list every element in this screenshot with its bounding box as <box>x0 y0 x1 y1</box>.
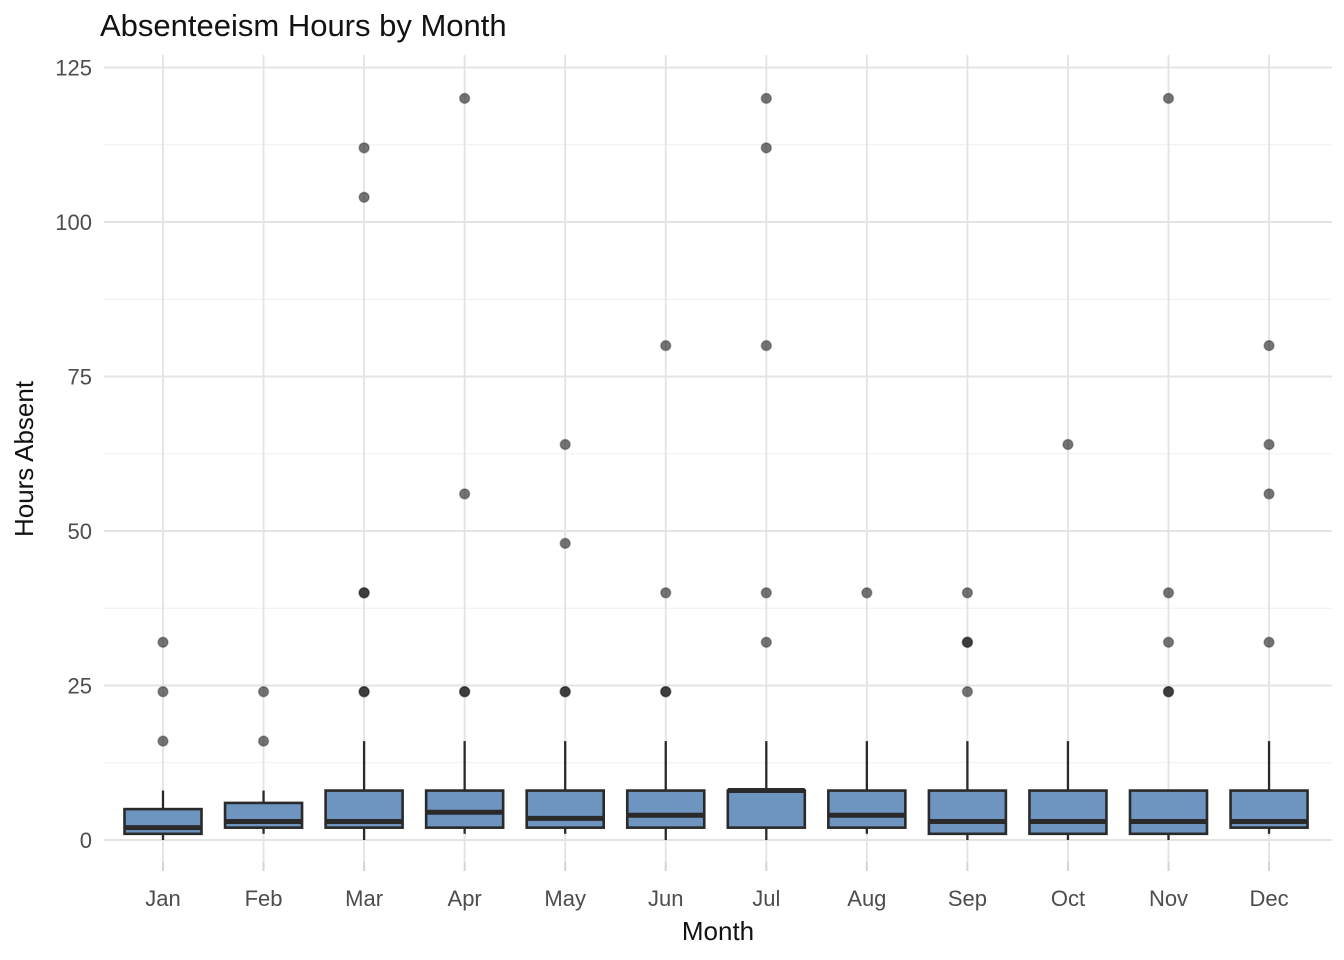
x-tick-label: Dec <box>1249 886 1288 911</box>
box <box>424 789 505 829</box>
outlier-point <box>458 488 471 500</box>
outlier-point <box>760 339 772 352</box>
outlier-point <box>157 735 169 747</box>
outlier-point <box>559 438 571 451</box>
y-tick-label: 125 <box>55 56 92 81</box>
x-tick-label: Apr <box>448 886 482 911</box>
outlier-point <box>861 587 873 599</box>
outlier-point <box>660 685 672 698</box>
x-tick-label: Oct <box>1051 886 1085 911</box>
outlier-point <box>358 191 370 203</box>
outlier-point <box>961 685 974 698</box>
y-tick-label: 75 <box>68 365 92 390</box>
outlier-point <box>458 685 471 698</box>
x-tick-label: Jul <box>752 886 780 911</box>
box <box>1028 789 1108 836</box>
y-tick-label: 50 <box>68 519 92 544</box>
outlier-point <box>760 587 772 599</box>
outlier-point <box>1162 636 1175 648</box>
outlier-point <box>559 537 571 550</box>
y-tick-label: 25 <box>68 674 92 699</box>
outlier-point <box>1263 339 1275 352</box>
outlier-point <box>358 685 370 698</box>
x-tick-label: Jun <box>648 886 683 911</box>
box <box>726 789 807 829</box>
box <box>625 789 706 829</box>
outlier-point <box>1263 488 1275 500</box>
x-tick-label: Sep <box>948 886 987 911</box>
outlier-point <box>1162 587 1175 599</box>
y-tick-label: 0 <box>80 828 92 853</box>
x-tick-label: May <box>544 886 586 911</box>
box <box>525 789 606 829</box>
outlier-point <box>358 587 370 599</box>
outlier-point <box>660 587 672 599</box>
y-axis-title: Hours Absent <box>9 380 39 538</box>
outlier-point <box>1162 92 1175 105</box>
x-tick-label: Aug <box>847 886 886 911</box>
outlier-point <box>760 92 772 105</box>
box <box>1128 789 1209 836</box>
outlier-point <box>1263 438 1275 451</box>
chart-title: Absenteeism Hours by Month <box>100 8 507 43</box>
box <box>827 789 907 829</box>
outlier-point <box>257 685 270 698</box>
outlier-point <box>961 587 974 599</box>
outlier-point <box>358 142 370 154</box>
y-tick-label: 100 <box>55 210 92 235</box>
outlier-point <box>458 92 471 105</box>
outlier-point <box>1162 685 1175 698</box>
outlier-point <box>660 339 672 352</box>
x-tick-label: Jan <box>145 886 180 911</box>
outlier-point <box>961 636 974 648</box>
x-axis-title: Month <box>681 916 755 946</box>
outlier-point <box>1062 438 1074 451</box>
outlier-point <box>1263 636 1275 648</box>
x-tick-label: Feb <box>245 886 283 911</box>
box <box>927 789 1008 836</box>
outlier-point <box>257 735 270 747</box>
outlier-point <box>157 636 169 648</box>
outlier-point <box>157 685 169 698</box>
outlier-point <box>760 142 772 154</box>
outlier-point <box>559 685 571 698</box>
x-tick-label: Mar <box>345 886 383 911</box>
outlier-point <box>760 636 772 648</box>
x-tick-label: Nov <box>1149 886 1188 911</box>
